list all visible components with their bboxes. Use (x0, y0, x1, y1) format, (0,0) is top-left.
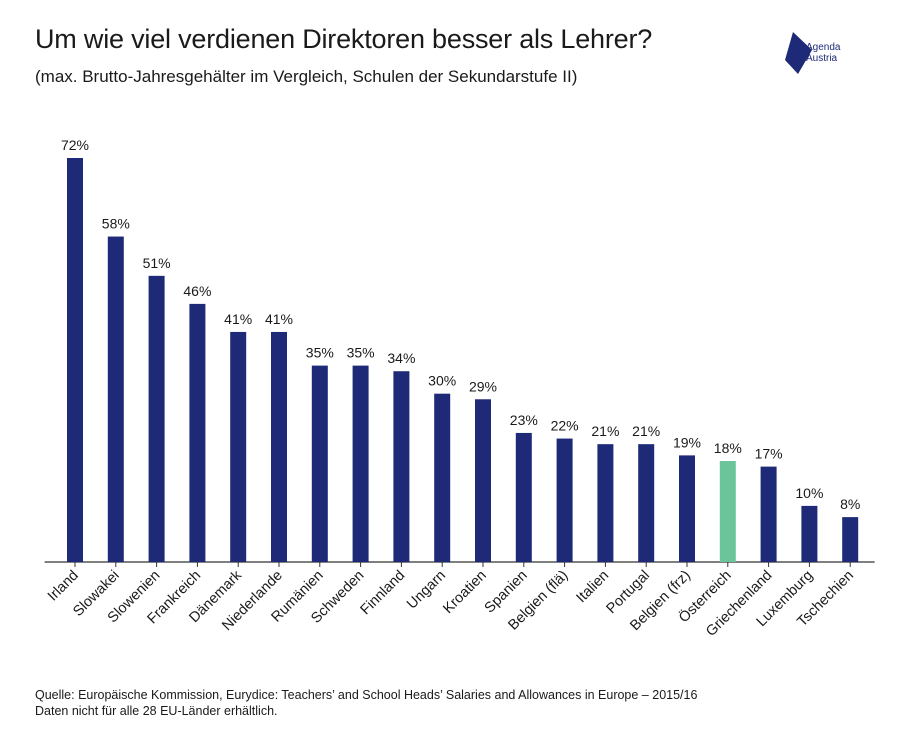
agenda-austria-logo: Agenda Austria (784, 30, 864, 76)
bar-frankreich (189, 303, 206, 562)
data-label: 35% (347, 345, 375, 361)
data-label: 8% (840, 496, 860, 512)
data-label: 34% (387, 350, 415, 366)
logo-text-line2: Austria (806, 53, 838, 64)
data-label: 18% (714, 440, 742, 456)
category-label: Finnland (358, 568, 409, 619)
data-label: 23% (510, 412, 538, 428)
source-note: Quelle: Europäische Kommission, Eurydice… (35, 688, 698, 702)
bar-spanien (515, 432, 532, 562)
data-label: 35% (306, 345, 334, 361)
bar-slowenien (148, 275, 165, 562)
bar-dänemark (230, 331, 247, 562)
data-label: 10% (795, 485, 823, 501)
data-label: 72% (61, 137, 89, 153)
bar-österreich (719, 461, 736, 562)
category-label: Italien (574, 568, 613, 607)
bar-chart: 72%Irland58%Slowakei51%Slowenien46%Frank… (44, 137, 875, 640)
data-label: 21% (591, 423, 619, 439)
data-label: 22% (551, 418, 579, 434)
data-label: 17% (755, 446, 783, 462)
data-label: 41% (224, 311, 252, 327)
bar-portugal (638, 444, 655, 562)
data-label: 51% (143, 255, 171, 271)
logo-mark-icon (785, 32, 812, 74)
category-label: Kroatien (440, 568, 490, 618)
bar-slowakei (107, 236, 124, 563)
chart-subtitle: (max. Brutto-Jahresgehälter im Vergleich… (35, 67, 578, 86)
bar-luxemburg (801, 505, 818, 562)
data-label: 46% (183, 283, 211, 299)
bar-ungarn (434, 393, 451, 562)
bar-niederlande (271, 331, 287, 562)
bar-finnland (393, 371, 410, 562)
bar-italien (597, 444, 614, 562)
bar-belgien-flä- (556, 438, 573, 562)
data-label: 29% (469, 378, 497, 394)
data-label: 19% (673, 434, 701, 450)
chart-footer: Quelle: Europäische Kommission, Eurydice… (35, 687, 697, 719)
bar-irland (67, 158, 83, 562)
availability-note: Daten nicht für alle 28 EU-Länder erhält… (35, 704, 278, 718)
bar-griechenland (760, 466, 777, 562)
data-label: 30% (428, 373, 456, 389)
category-label: Irland (45, 568, 82, 605)
bar-tschechien (842, 517, 859, 562)
bar-rumänien (311, 365, 328, 562)
chart-title: Um wie viel verdienen Direktoren besser … (35, 24, 653, 54)
data-label: 21% (632, 423, 660, 439)
bar-kroatien (475, 399, 491, 562)
data-label: 58% (102, 216, 130, 232)
bar-belgien-frz- (679, 455, 695, 562)
data-label: 41% (265, 311, 293, 327)
bar-schweden (352, 365, 369, 562)
logo-text-line1: Agenda (806, 42, 841, 53)
